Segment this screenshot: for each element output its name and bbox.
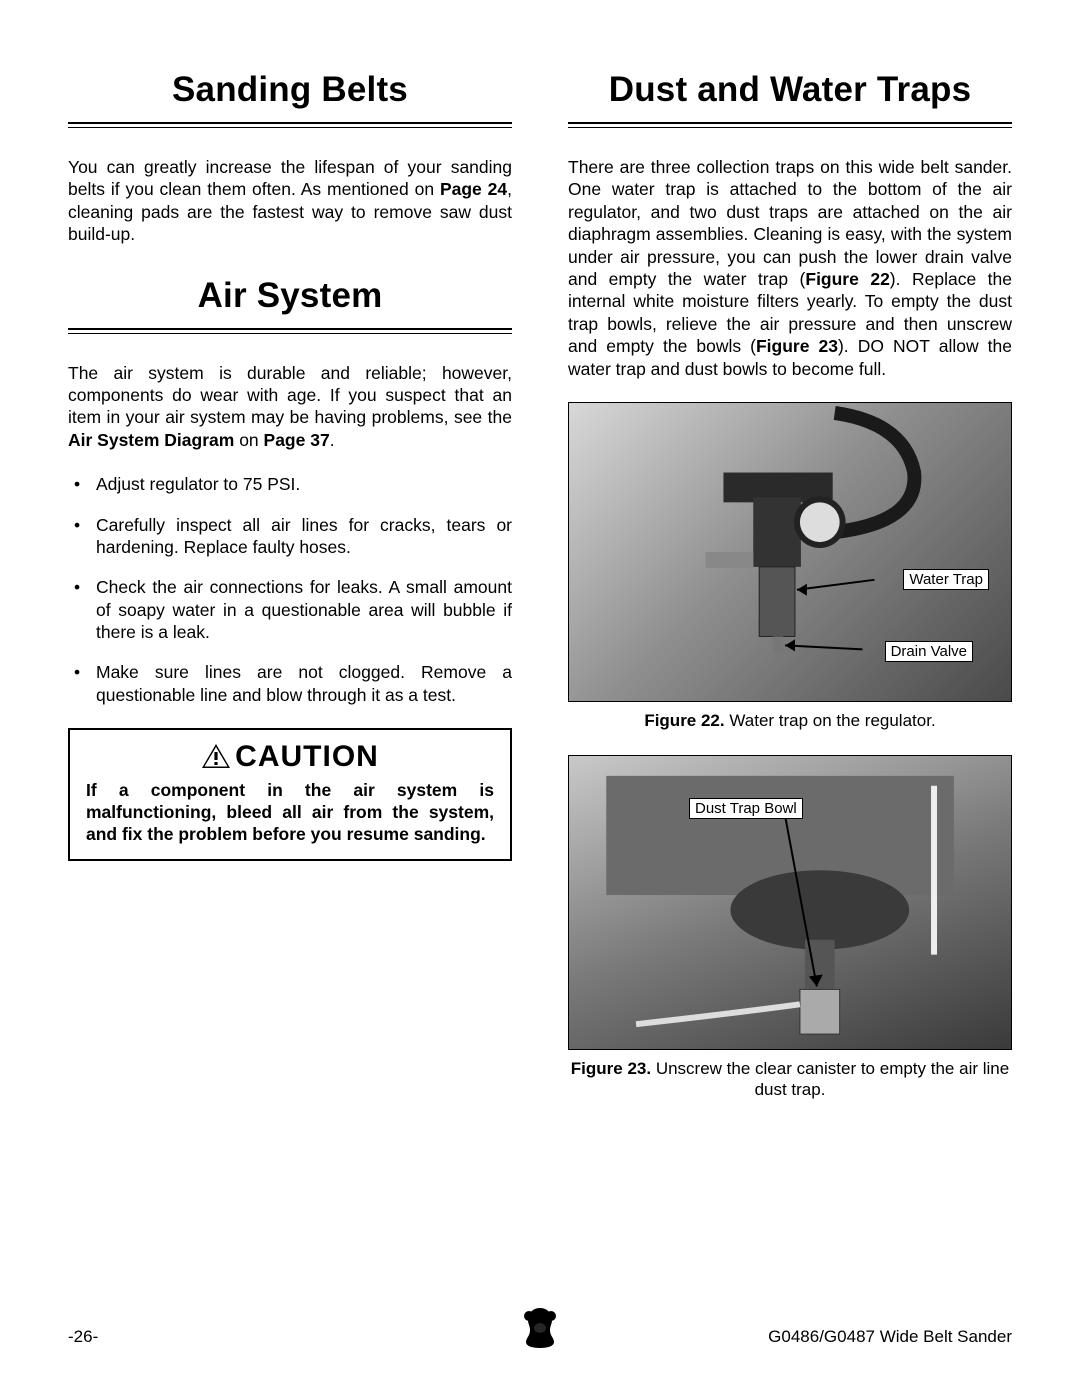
page-footer: -26- G0486/G0487 Wide Belt Sander [68, 1327, 1012, 1347]
rule [568, 122, 1012, 128]
heading-dust-water-traps: Dust and Water Traps [568, 70, 1012, 110]
heading-air-system: Air System [68, 276, 512, 316]
caution-box: CAUTION If a component in the air system… [68, 728, 512, 861]
warning-triangle-icon [201, 743, 231, 769]
sanding-belts-paragraph: You can greatly increase the lifespan of… [68, 156, 512, 246]
rule [68, 122, 512, 128]
right-column: Dust and Water Traps There are three col… [568, 70, 1012, 1125]
doc-title: G0486/G0487 Wide Belt Sander [768, 1327, 1012, 1347]
list-item: Make sure lines are not clogged. Remove … [96, 661, 512, 706]
heading-sanding-belts: Sanding Belts [68, 70, 512, 110]
air-system-paragraph: The air system is durable and reliable; … [68, 362, 512, 452]
figure-23: Dust Trap Bowl [568, 755, 1012, 1050]
caution-label: CAUTION [235, 740, 379, 773]
figure-22: Water Trap Drain Valve [568, 402, 1012, 702]
air-system-bullets: Adjust regulator to 75 PSI. Carefully in… [68, 473, 512, 706]
label-drain-valve: Drain Valve [885, 641, 973, 662]
list-item: Carefully inspect all air lines for crac… [96, 514, 512, 559]
label-dust-trap-bowl: Dust Trap Bowl [689, 798, 803, 819]
caution-header: CAUTION [86, 740, 494, 774]
figure-23-caption: Figure 23. Unscrew the clear canister to… [568, 1058, 1012, 1101]
list-item: Adjust regulator to 75 PSI. [96, 473, 512, 495]
figure-22-caption: Figure 22. Water trap on the regulator. [568, 710, 1012, 731]
page-number: -26- [68, 1327, 98, 1347]
rule [68, 328, 512, 334]
brand-logo-icon [520, 1306, 560, 1353]
left-column: Sanding Belts You can greatly increase t… [68, 70, 512, 1125]
dust-water-paragraph: There are three collection traps on this… [568, 156, 1012, 380]
caution-text: If a component in the air system is malf… [86, 780, 494, 845]
label-water-trap: Water Trap [903, 569, 989, 590]
list-item: Check the air connections for leaks. A s… [96, 576, 512, 643]
